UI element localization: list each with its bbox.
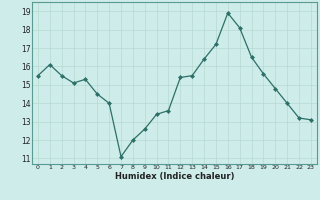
X-axis label: Humidex (Indice chaleur): Humidex (Indice chaleur) xyxy=(115,172,234,181)
